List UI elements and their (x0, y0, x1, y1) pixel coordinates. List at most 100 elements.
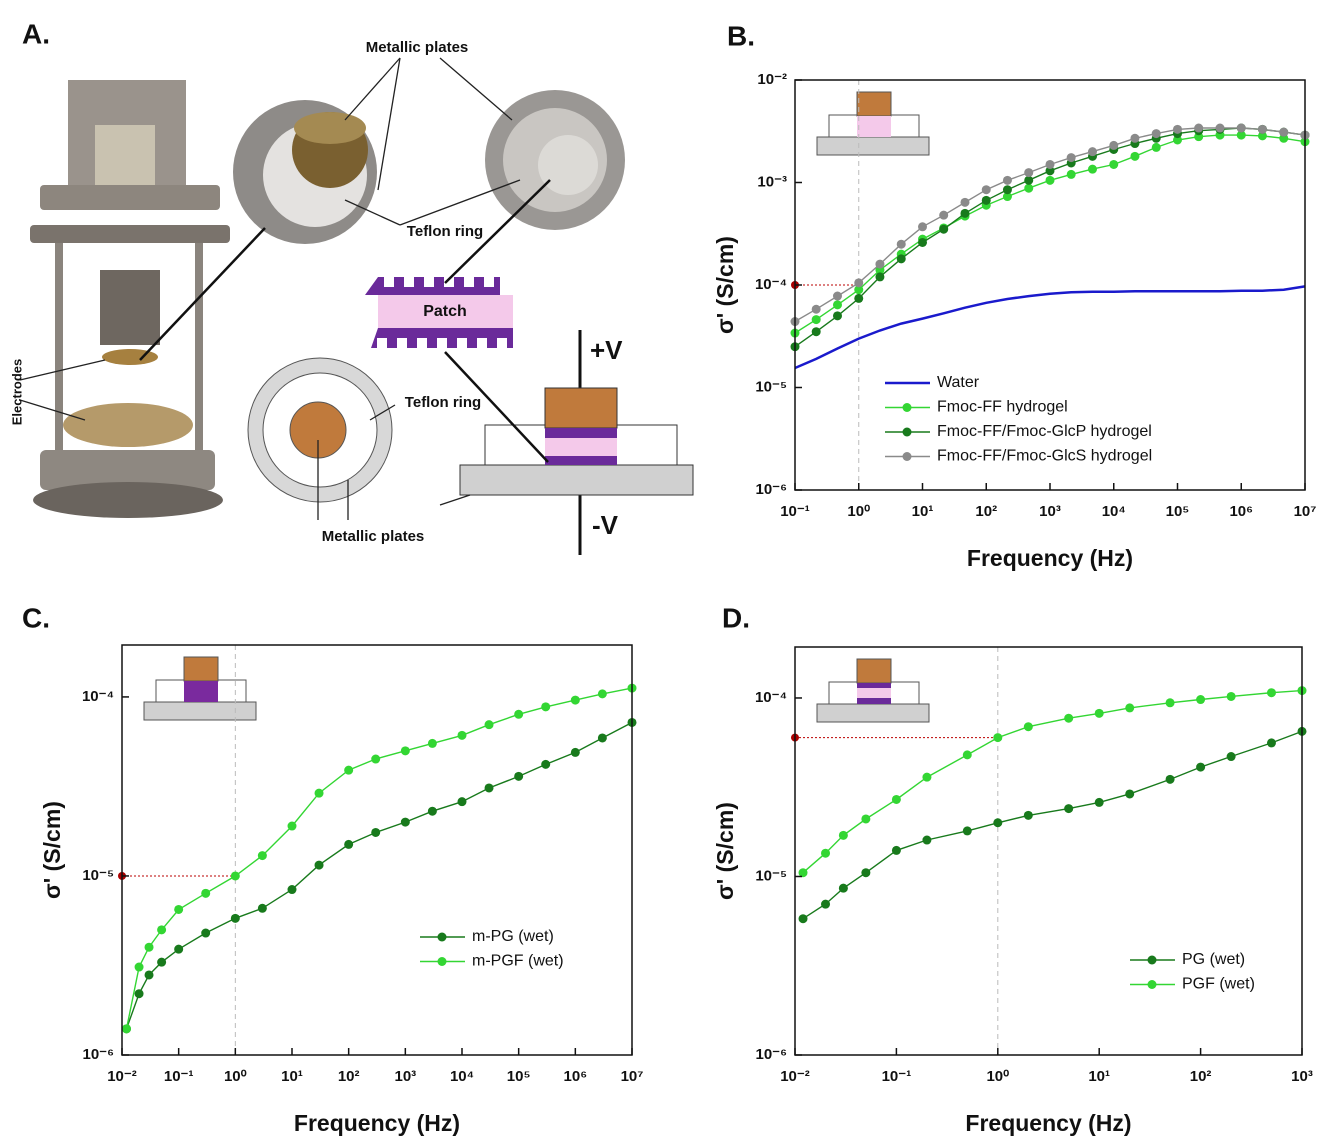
series-line (127, 688, 633, 1029)
data-point (1130, 134, 1139, 143)
legend-label: Fmoc-FF/Fmoc-GlcS hydrogel (937, 448, 1152, 465)
annotation: Teflon ring (405, 394, 481, 411)
data-point (258, 851, 267, 860)
data-point (960, 198, 969, 207)
data-point (854, 278, 863, 287)
data-point (258, 904, 267, 913)
data-point (1067, 170, 1076, 179)
apparatus-photo (30, 80, 230, 518)
annotation: +V (590, 335, 623, 365)
annotation: Metallic plates (322, 528, 425, 545)
data-point (1024, 176, 1033, 185)
y-tick-label: 10⁻⁶ (755, 1046, 787, 1063)
data-point (1024, 722, 1033, 731)
x-axis-title: Frequency (Hz) (294, 1110, 460, 1136)
data-point (401, 746, 410, 755)
data-point (963, 826, 972, 835)
x-tick-label: 10⁴ (1102, 503, 1126, 520)
data-point (145, 943, 154, 952)
data-point (1095, 798, 1104, 807)
data-point (1215, 124, 1224, 133)
data-point (1267, 738, 1276, 747)
inset-layer (857, 688, 891, 698)
data-point (1125, 703, 1134, 712)
y-tick-label: 10⁻⁶ (755, 481, 787, 498)
x-tick-label: 10⁻² (780, 1068, 810, 1085)
data-point (458, 797, 467, 806)
data-point (598, 733, 607, 742)
series-line (795, 128, 1305, 322)
y-tick-label: 10⁻⁴ (755, 276, 787, 293)
data-point (135, 963, 144, 972)
data-point (1125, 789, 1134, 798)
inset-layer (857, 698, 891, 704)
data-point (1258, 125, 1267, 134)
data-point (231, 914, 240, 923)
data-point (1046, 176, 1055, 185)
data-point (960, 209, 969, 218)
legend-label: Water (937, 374, 980, 391)
data-point (918, 238, 927, 247)
data-point (344, 766, 353, 775)
legend-label: m-PG (wet) (472, 928, 554, 945)
y-tick-label: 10⁻² (757, 71, 787, 88)
data-point (371, 755, 380, 764)
legend-marker (903, 452, 912, 461)
legend-marker (1148, 980, 1157, 989)
data-point (174, 945, 183, 954)
stack-diagram (460, 330, 693, 555)
data-point (1152, 143, 1161, 152)
data-point (821, 900, 830, 909)
data-point (922, 836, 931, 845)
data-point (371, 828, 380, 837)
data-point (861, 814, 870, 823)
data-point (821, 849, 830, 858)
data-point (812, 327, 821, 336)
x-tick-label: 10² (338, 1068, 360, 1085)
data-point (514, 772, 523, 781)
data-point (571, 748, 580, 757)
series-line (803, 731, 1302, 918)
data-point (939, 225, 948, 234)
y-tick-label: 10⁻³ (757, 173, 787, 190)
data-point (1109, 160, 1118, 169)
x-tick-label: 10¹ (1088, 1068, 1110, 1085)
data-point (892, 846, 901, 855)
data-point (1196, 695, 1205, 704)
data-point (598, 689, 607, 698)
data-point (963, 750, 972, 759)
x-tick-label: 10⁵ (1166, 503, 1190, 520)
data-point (541, 702, 550, 711)
y-tick-label: 10⁻⁶ (82, 1046, 114, 1063)
y-tick-label: 10⁻⁵ (82, 867, 114, 884)
data-point (315, 789, 324, 798)
data-point (1003, 185, 1012, 194)
data-point (1227, 692, 1236, 701)
data-point (571, 696, 580, 705)
legend-marker (903, 403, 912, 412)
x-tick-label: 10⁶ (564, 1068, 588, 1085)
data-point (1024, 184, 1033, 193)
y-axis-title: σ' (S/cm) (712, 802, 738, 900)
y-tick-label: 10⁻⁵ (755, 867, 787, 884)
series-line (795, 286, 1305, 368)
legend-marker (438, 957, 447, 966)
data-point (982, 185, 991, 194)
data-point (145, 970, 154, 979)
data-point (1046, 160, 1055, 169)
data-point (993, 733, 1002, 742)
data-point (922, 773, 931, 782)
ring-diagram (248, 358, 392, 502)
data-point (428, 739, 437, 748)
panel-label: D. (722, 602, 750, 633)
inset-base (817, 137, 929, 155)
data-point (485, 720, 494, 729)
legend-marker (1148, 956, 1157, 965)
inset-sample (857, 116, 891, 137)
x-tick-label: 10³ (1291, 1068, 1313, 1085)
data-point (812, 305, 821, 314)
legend-label: Fmoc-FF hydrogel (937, 399, 1068, 416)
x-tick-label: 10⁻¹ (164, 1068, 194, 1085)
annotation: Patch (423, 303, 467, 320)
y-tick-label: 10⁻⁴ (82, 688, 114, 705)
